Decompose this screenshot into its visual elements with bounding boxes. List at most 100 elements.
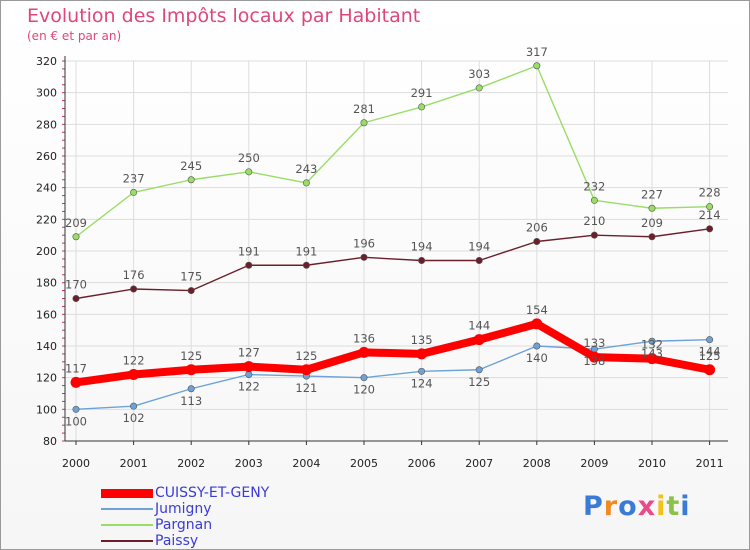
- data-label-CUISSY-ET-GENY-2006: 135: [411, 333, 433, 347]
- data-label-Jumigny-2006: 124: [411, 376, 433, 390]
- data-label-Pargnan-2010: 227: [641, 187, 663, 201]
- data-label-CUISSY-ET-GENY-2010: 132: [641, 338, 663, 352]
- data-label-Pargnan-2008: 317: [526, 45, 548, 59]
- data-point-Jumigny-2007: [475, 366, 483, 374]
- data-label-Jumigny-2003: 122: [238, 380, 260, 394]
- data-label-Jumigny-2005: 120: [353, 383, 375, 397]
- data-point-Paissy-2008: [533, 238, 541, 246]
- data-point-CUISSY-ET-GENY-2008: [531, 318, 543, 330]
- data-label-CUISSY-ET-GENY-2008: 154: [526, 303, 548, 317]
- chart-title: Evolution des Impôts locaux par Habitant: [27, 5, 421, 27]
- data-point-Pargnan-2010: [648, 204, 656, 212]
- x-tick-label-2004: 2004: [292, 457, 320, 470]
- data-point-Paissy-2009: [590, 231, 598, 239]
- y-tick-label-120: 120: [36, 372, 57, 385]
- y-tick-label-280: 280: [36, 118, 57, 131]
- data-label-Paissy-2011: 214: [699, 208, 721, 222]
- y-tick-label-100: 100: [36, 403, 57, 416]
- data-label-CUISSY-ET-GENY-2004: 125: [295, 349, 317, 363]
- data-point-Pargnan-2001: [130, 188, 138, 196]
- data-label-Jumigny-2001: 102: [123, 411, 145, 425]
- data-point-Jumigny-2005: [360, 374, 368, 382]
- data-label-Paissy-2006: 194: [411, 240, 433, 254]
- data-label-Paissy-2007: 194: [468, 240, 490, 254]
- data-point-CUISSY-ET-GENY-2010: [646, 353, 658, 365]
- y-tick-label-180: 180: [36, 277, 57, 290]
- data-label-Pargnan-2000: 209: [65, 216, 87, 230]
- data-point-Paissy-2002: [187, 287, 195, 295]
- data-label-Paissy-2000: 170: [65, 278, 87, 292]
- x-tick-label-2002: 2002: [177, 457, 205, 470]
- data-label-Jumigny-2011: 144: [699, 345, 721, 359]
- data-label-Jumigny-2000: 100: [65, 414, 87, 428]
- data-point-Paissy-2003: [245, 261, 253, 269]
- data-label-Paissy-2010: 209: [641, 216, 663, 230]
- y-tick-label-140: 140: [36, 340, 57, 353]
- x-tick-label-2008: 2008: [523, 457, 551, 470]
- chart-legend: CUISSY-ET-GENY Jumigny Pargnan Paissy: [101, 485, 269, 549]
- x-tick-label-2000: 2000: [62, 457, 90, 470]
- data-point-Pargnan-2011: [706, 203, 714, 211]
- data-label-Paissy-2003: 191: [238, 244, 260, 258]
- data-label-CUISSY-ET-GENY-2001: 122: [123, 354, 145, 368]
- legend-swatch: [101, 524, 153, 526]
- legend-swatch: [101, 540, 153, 542]
- data-point-Pargnan-2009: [590, 196, 598, 204]
- data-point-CUISSY-ET-GENY-2000: [70, 376, 82, 388]
- data-point-Jumigny-2011: [706, 336, 714, 344]
- logo-letter: P: [583, 491, 604, 522]
- logo-letter: r: [603, 491, 619, 522]
- data-label-Jumigny-2010: 143: [641, 346, 663, 360]
- series-line-Pargnan: [75, 65, 711, 238]
- data-label-Paissy-2008: 206: [526, 221, 548, 235]
- x-tick-label-2007: 2007: [465, 457, 493, 470]
- data-label-CUISSY-ET-GENY-2009: 133: [583, 336, 605, 350]
- data-point-CUISSY-ET-GENY-2001: [128, 369, 140, 380]
- y-tick-label-240: 240: [36, 182, 57, 195]
- data-point-Jumigny-2000: [72, 405, 80, 413]
- logo-letter: i: [656, 491, 667, 522]
- data-label-Jumigny-2007: 125: [468, 375, 490, 389]
- data-label-Paissy-2001: 176: [123, 268, 145, 282]
- y-tick-label-80: 80: [43, 435, 57, 448]
- data-point-CUISSY-ET-GENY-2007: [473, 334, 485, 346]
- data-point-Jumigny-2003: [245, 370, 253, 378]
- data-point-Pargnan-2004: [302, 179, 310, 187]
- data-point-CUISSY-ET-GENY-2006: [416, 348, 428, 360]
- data-point-CUISSY-ET-GENY-2004: [300, 364, 312, 376]
- data-label-Paissy-2005: 196: [353, 236, 375, 250]
- data-point-Jumigny-2002: [187, 385, 195, 393]
- series-line-Paissy: [75, 228, 711, 300]
- legend-label: CUISSY-ET-GENY: [155, 485, 270, 501]
- data-label-Paissy-2004: 191: [295, 244, 317, 258]
- series-line-CUISSY-ET-GENY: [72, 319, 714, 387]
- data-label-Pargnan-2006: 291: [411, 86, 433, 100]
- y-tick-label-200: 200: [36, 245, 57, 258]
- legend-label: Pargnan: [155, 517, 213, 533]
- data-point-Jumigny-2010: [648, 337, 656, 345]
- series-line-Jumigny: [75, 338, 711, 411]
- data-point-CUISSY-ET-GENY-2003: [243, 361, 255, 373]
- data-label-Jumigny-2009: 138: [583, 354, 605, 368]
- logo-letter: t: [666, 491, 681, 522]
- data-label-Jumigny-2004: 121: [295, 381, 317, 395]
- data-point-CUISSY-ET-GENY-2009: [588, 351, 600, 363]
- legend-label: Paissy: [155, 533, 199, 549]
- y-tick-label-320: 320: [36, 55, 57, 68]
- data-point-Paissy-2010: [648, 233, 656, 241]
- data-point-Paissy-2000: [72, 294, 80, 302]
- x-tick-label-2006: 2006: [408, 457, 436, 470]
- legend-label: Jumigny: [155, 501, 212, 517]
- data-label-Paissy-2002: 175: [180, 270, 202, 284]
- y-tick-label-160: 160: [36, 308, 57, 321]
- data-point-Jumigny-2001: [130, 402, 138, 410]
- data-point-CUISSY-ET-GENY-2011: [704, 364, 716, 376]
- data-label-Paissy-2009: 210: [583, 214, 605, 228]
- data-point-Pargnan-2002: [187, 176, 195, 184]
- data-label-Pargnan-2009: 232: [583, 179, 605, 193]
- x-tick-label-2005: 2005: [350, 457, 378, 470]
- data-label-Pargnan-2007: 303: [468, 67, 490, 81]
- data-point-Paissy-2006: [418, 256, 426, 264]
